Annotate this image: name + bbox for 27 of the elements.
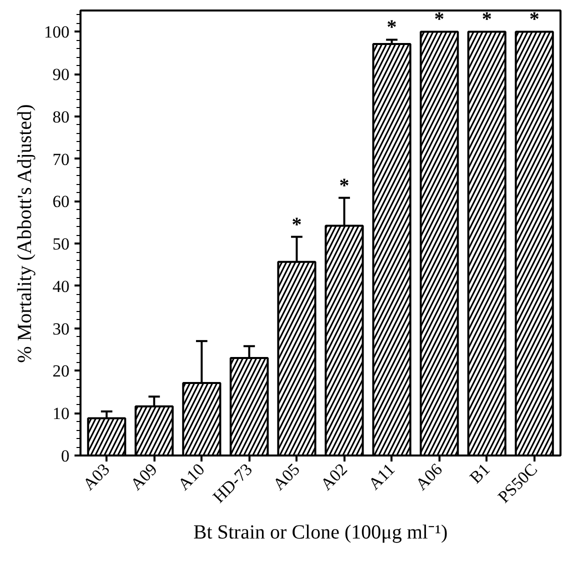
annotation: * <box>292 214 302 236</box>
annotation: * <box>339 174 350 197</box>
y-axis-title: % Mortality (Abbott's Adjusted) <box>14 104 36 363</box>
x-tick-label: A10 <box>174 460 208 494</box>
y-tick-label: 50 <box>52 234 70 254</box>
y-tick-label: 70 <box>52 150 70 169</box>
annotation: * <box>529 8 540 31</box>
x-tick-label: A03 <box>79 460 114 494</box>
y-tick-label: 100 <box>44 22 70 42</box>
y-tick-label: 10 <box>52 404 70 424</box>
annotation: * <box>386 16 397 39</box>
annotation: * <box>482 8 492 31</box>
x-tick-label: A06 <box>412 460 446 494</box>
y-tick-label: 0 <box>61 446 70 466</box>
x-axis-title: Bt Strain or Clone (100μg ml⁻¹) <box>193 521 448 544</box>
y-tick-label: 90 <box>52 65 70 84</box>
y-tick-label: 80 <box>52 107 70 126</box>
y-tick-label: 60 <box>52 192 70 212</box>
annotation: * <box>434 8 444 31</box>
x-tick-label: A05 <box>269 460 304 494</box>
y-tick-label: 20 <box>52 362 70 381</box>
y-tick-label: 40 <box>52 276 70 296</box>
x-tick-label: B1 <box>466 460 494 488</box>
x-tick-label: A09 <box>126 460 161 494</box>
y-tick-label: 30 <box>52 319 70 338</box>
x-tick-label: A11 <box>364 460 399 494</box>
x-tick-label: A02 <box>316 460 351 494</box>
